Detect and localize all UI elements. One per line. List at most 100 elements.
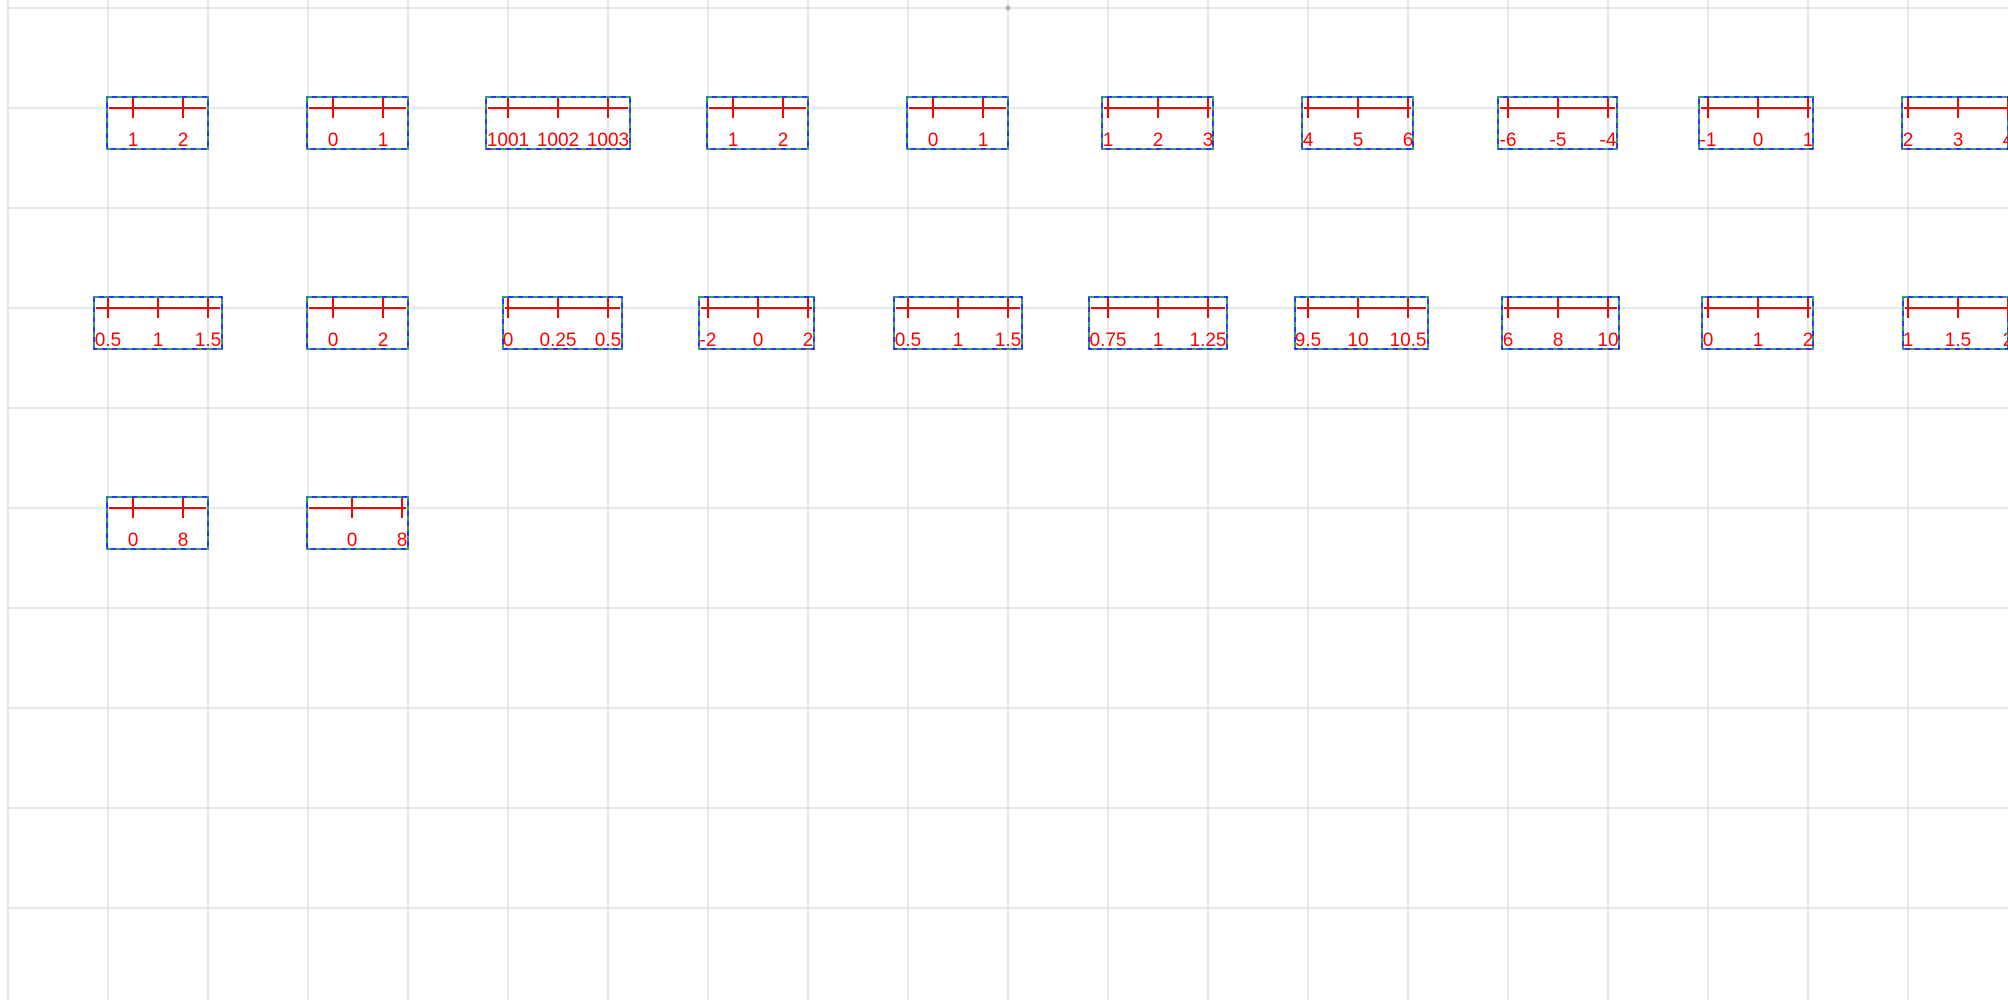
- number-line-widget[interactable]: 2 3 4: [1901, 96, 2008, 151]
- widget-frame: [306, 96, 409, 150]
- tick-label: 6: [1503, 330, 1514, 351]
- number-line-widget[interactable]: 0 0.25 0.5: [502, 296, 623, 351]
- tick-label: 4: [2003, 130, 2008, 151]
- widget-frame-dashes: [1901, 96, 2008, 150]
- widget-frame: [906, 96, 1009, 150]
- tick-label: -4: [1600, 130, 1617, 151]
- widget-frame: [106, 496, 209, 550]
- widget-frame-dashes: [93, 296, 223, 350]
- tick-label: 8: [1553, 330, 1564, 351]
- number-line-widget[interactable]: 0.5 1 1.5: [93, 296, 223, 351]
- tick-label: 2: [1803, 330, 1814, 351]
- number-line-widget[interactable]: 0.75 1 1.25: [1088, 296, 1228, 351]
- widget-frame-dashes: [306, 296, 409, 350]
- tick-label: 9.5: [1295, 330, 1321, 351]
- tick-label: 1: [1803, 130, 1814, 151]
- tick-label: 3: [1953, 130, 1964, 151]
- tick-label: 2: [778, 130, 789, 151]
- tick-label: -2: [700, 330, 717, 351]
- number-line-widgets: 12011001100210031201123456-6-5-4-1012340…: [93, 96, 2008, 551]
- tick-label: 1: [153, 330, 164, 351]
- widget-frame-dashes: [1101, 96, 1214, 150]
- tick-label: 1: [728, 130, 739, 151]
- tick-label: 10.5: [1390, 330, 1427, 351]
- widget-frame-dashes: [502, 296, 623, 350]
- number-line-widget[interactable]: 9.5 10 10.5: [1294, 296, 1429, 351]
- tick-label: 1003: [587, 130, 629, 151]
- tick-label: 0.75: [1090, 330, 1127, 351]
- tick-label: 10: [1347, 330, 1368, 351]
- tick-label: 2: [1153, 130, 1164, 151]
- number-line-widget[interactable]: 6 8 10: [1501, 296, 1620, 351]
- tick-label: 1: [1153, 330, 1164, 351]
- number-line-widget[interactable]: 4 5 6: [1301, 96, 1414, 151]
- tick-label: 1.5: [995, 330, 1021, 351]
- number-line-widget[interactable]: 1 2 3: [1101, 96, 1214, 151]
- background-grid: [7, 0, 2008, 1000]
- tick-label: 0: [347, 530, 358, 551]
- tick-label: 0: [128, 530, 139, 551]
- tick-label: 1002: [537, 130, 579, 151]
- widget-frame-dashes: [1497, 96, 1618, 150]
- tick-label: 6: [1403, 130, 1414, 151]
- tick-label: 5: [1353, 130, 1364, 151]
- widget-frame: [706, 96, 809, 150]
- number-line-widget[interactable]: 0.5 1 1.5: [893, 296, 1023, 351]
- tick-label: 0.5: [895, 330, 921, 351]
- tick-label: 1: [1753, 330, 1764, 351]
- number-line-widget[interactable]: -6 -5 -4: [1497, 96, 1618, 151]
- tick-label: -1: [1700, 130, 1717, 151]
- tick-label: 4: [1303, 130, 1314, 151]
- number-line-widget[interactable]: -1 0 1: [1698, 96, 1814, 151]
- tick-label: 1: [1103, 130, 1114, 151]
- widget-frame-dashes: [306, 96, 409, 150]
- number-line-widget[interactable]: 0 1 2: [1701, 296, 1814, 351]
- number-line-widget[interactable]: 1001 1002 1003: [485, 96, 631, 151]
- tick-label: 3: [1203, 130, 1214, 151]
- tick-label: 1: [128, 130, 139, 151]
- tick-label: 2: [378, 330, 389, 351]
- tick-label: 1001: [487, 130, 529, 151]
- tick-label: -5: [1550, 130, 1567, 151]
- tick-label: 0: [1753, 130, 1764, 151]
- widget-frame-dashes: [706, 96, 809, 150]
- tick-label: 0: [328, 130, 339, 151]
- widget-frame-dashes: [1088, 296, 1228, 350]
- tick-label: 8: [397, 530, 408, 551]
- tick-label: 0: [1703, 330, 1714, 351]
- tick-label: 1.5: [1945, 330, 1971, 351]
- tick-label: 0: [928, 130, 939, 151]
- widget-frame-dashes: [906, 96, 1009, 150]
- widget-frame: [306, 496, 409, 550]
- widget-frame-dashes: [485, 96, 631, 150]
- number-line-widget[interactable]: -2 0 2: [698, 296, 815, 351]
- widget-frame-dashes: [1698, 96, 1814, 150]
- widget-frame: [106, 96, 209, 150]
- tick-label: 0: [503, 330, 514, 351]
- widget-frame-dashes: [1902, 296, 2008, 350]
- number-line-widget[interactable]: 11.52: [1902, 296, 2008, 351]
- tick-label: 10: [1597, 330, 1618, 351]
- tick-label: 2: [2003, 330, 2008, 351]
- tick-label: 1: [378, 130, 389, 151]
- tick-label: 0: [328, 330, 339, 351]
- widget-frame-dashes: [106, 496, 209, 550]
- tick-label: 1: [978, 130, 989, 151]
- widget-frame-dashes: [1301, 96, 1414, 150]
- widget-frame-dashes: [306, 496, 409, 550]
- tick-label: 2: [1903, 130, 1914, 151]
- widget-frame-dashes: [1294, 296, 1429, 350]
- tick-label: 2: [803, 330, 814, 351]
- widget-frame-dashes: [1501, 296, 1620, 350]
- tick-label: 8: [178, 530, 189, 551]
- tick-label: 0.5: [95, 330, 121, 351]
